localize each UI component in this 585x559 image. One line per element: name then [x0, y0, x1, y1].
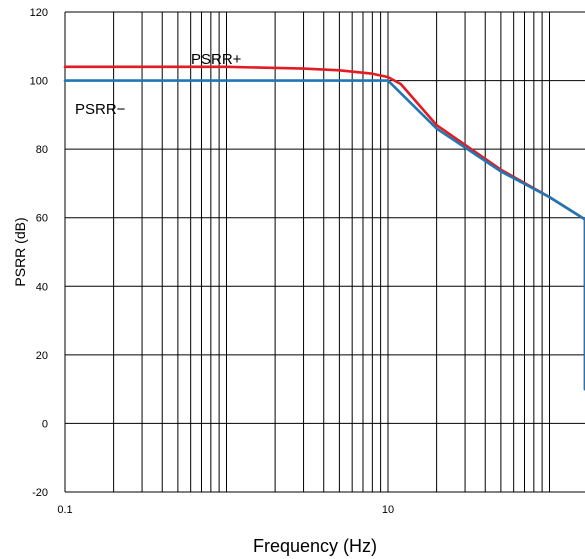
y-tick-label: 100: [30, 76, 48, 88]
y-tick-label: 40: [36, 281, 48, 293]
x-axis-title: Frequency (Hz): [253, 536, 377, 556]
y-tick-label: 20: [36, 350, 48, 362]
y-tick-label: -20: [32, 487, 48, 499]
series-label-psrr-plus: PSRR+: [191, 51, 242, 68]
y-axis-title: PSRR (dB): [12, 217, 28, 286]
series-label-psrr-minus: PSRR−: [75, 101, 126, 118]
axis-titles: PSRR (dB) Frequency (Hz): [12, 217, 377, 556]
y-tick-label: 120: [30, 7, 48, 19]
y-tick-label: 80: [36, 144, 48, 156]
x-tick-label: 0.1: [57, 504, 72, 516]
series-line-psrr-plus: [63, 65, 585, 391]
series-line-psrr-minus: [63, 79, 585, 391]
x-tick-label: 10: [382, 504, 394, 516]
y-tick-label: 60: [36, 213, 48, 225]
series-lines: [63, 65, 585, 391]
y-tick-label: 0: [42, 418, 48, 430]
grid: [64, 11, 585, 493]
series-labels: PSRR+ PSRR−: [75, 51, 242, 118]
